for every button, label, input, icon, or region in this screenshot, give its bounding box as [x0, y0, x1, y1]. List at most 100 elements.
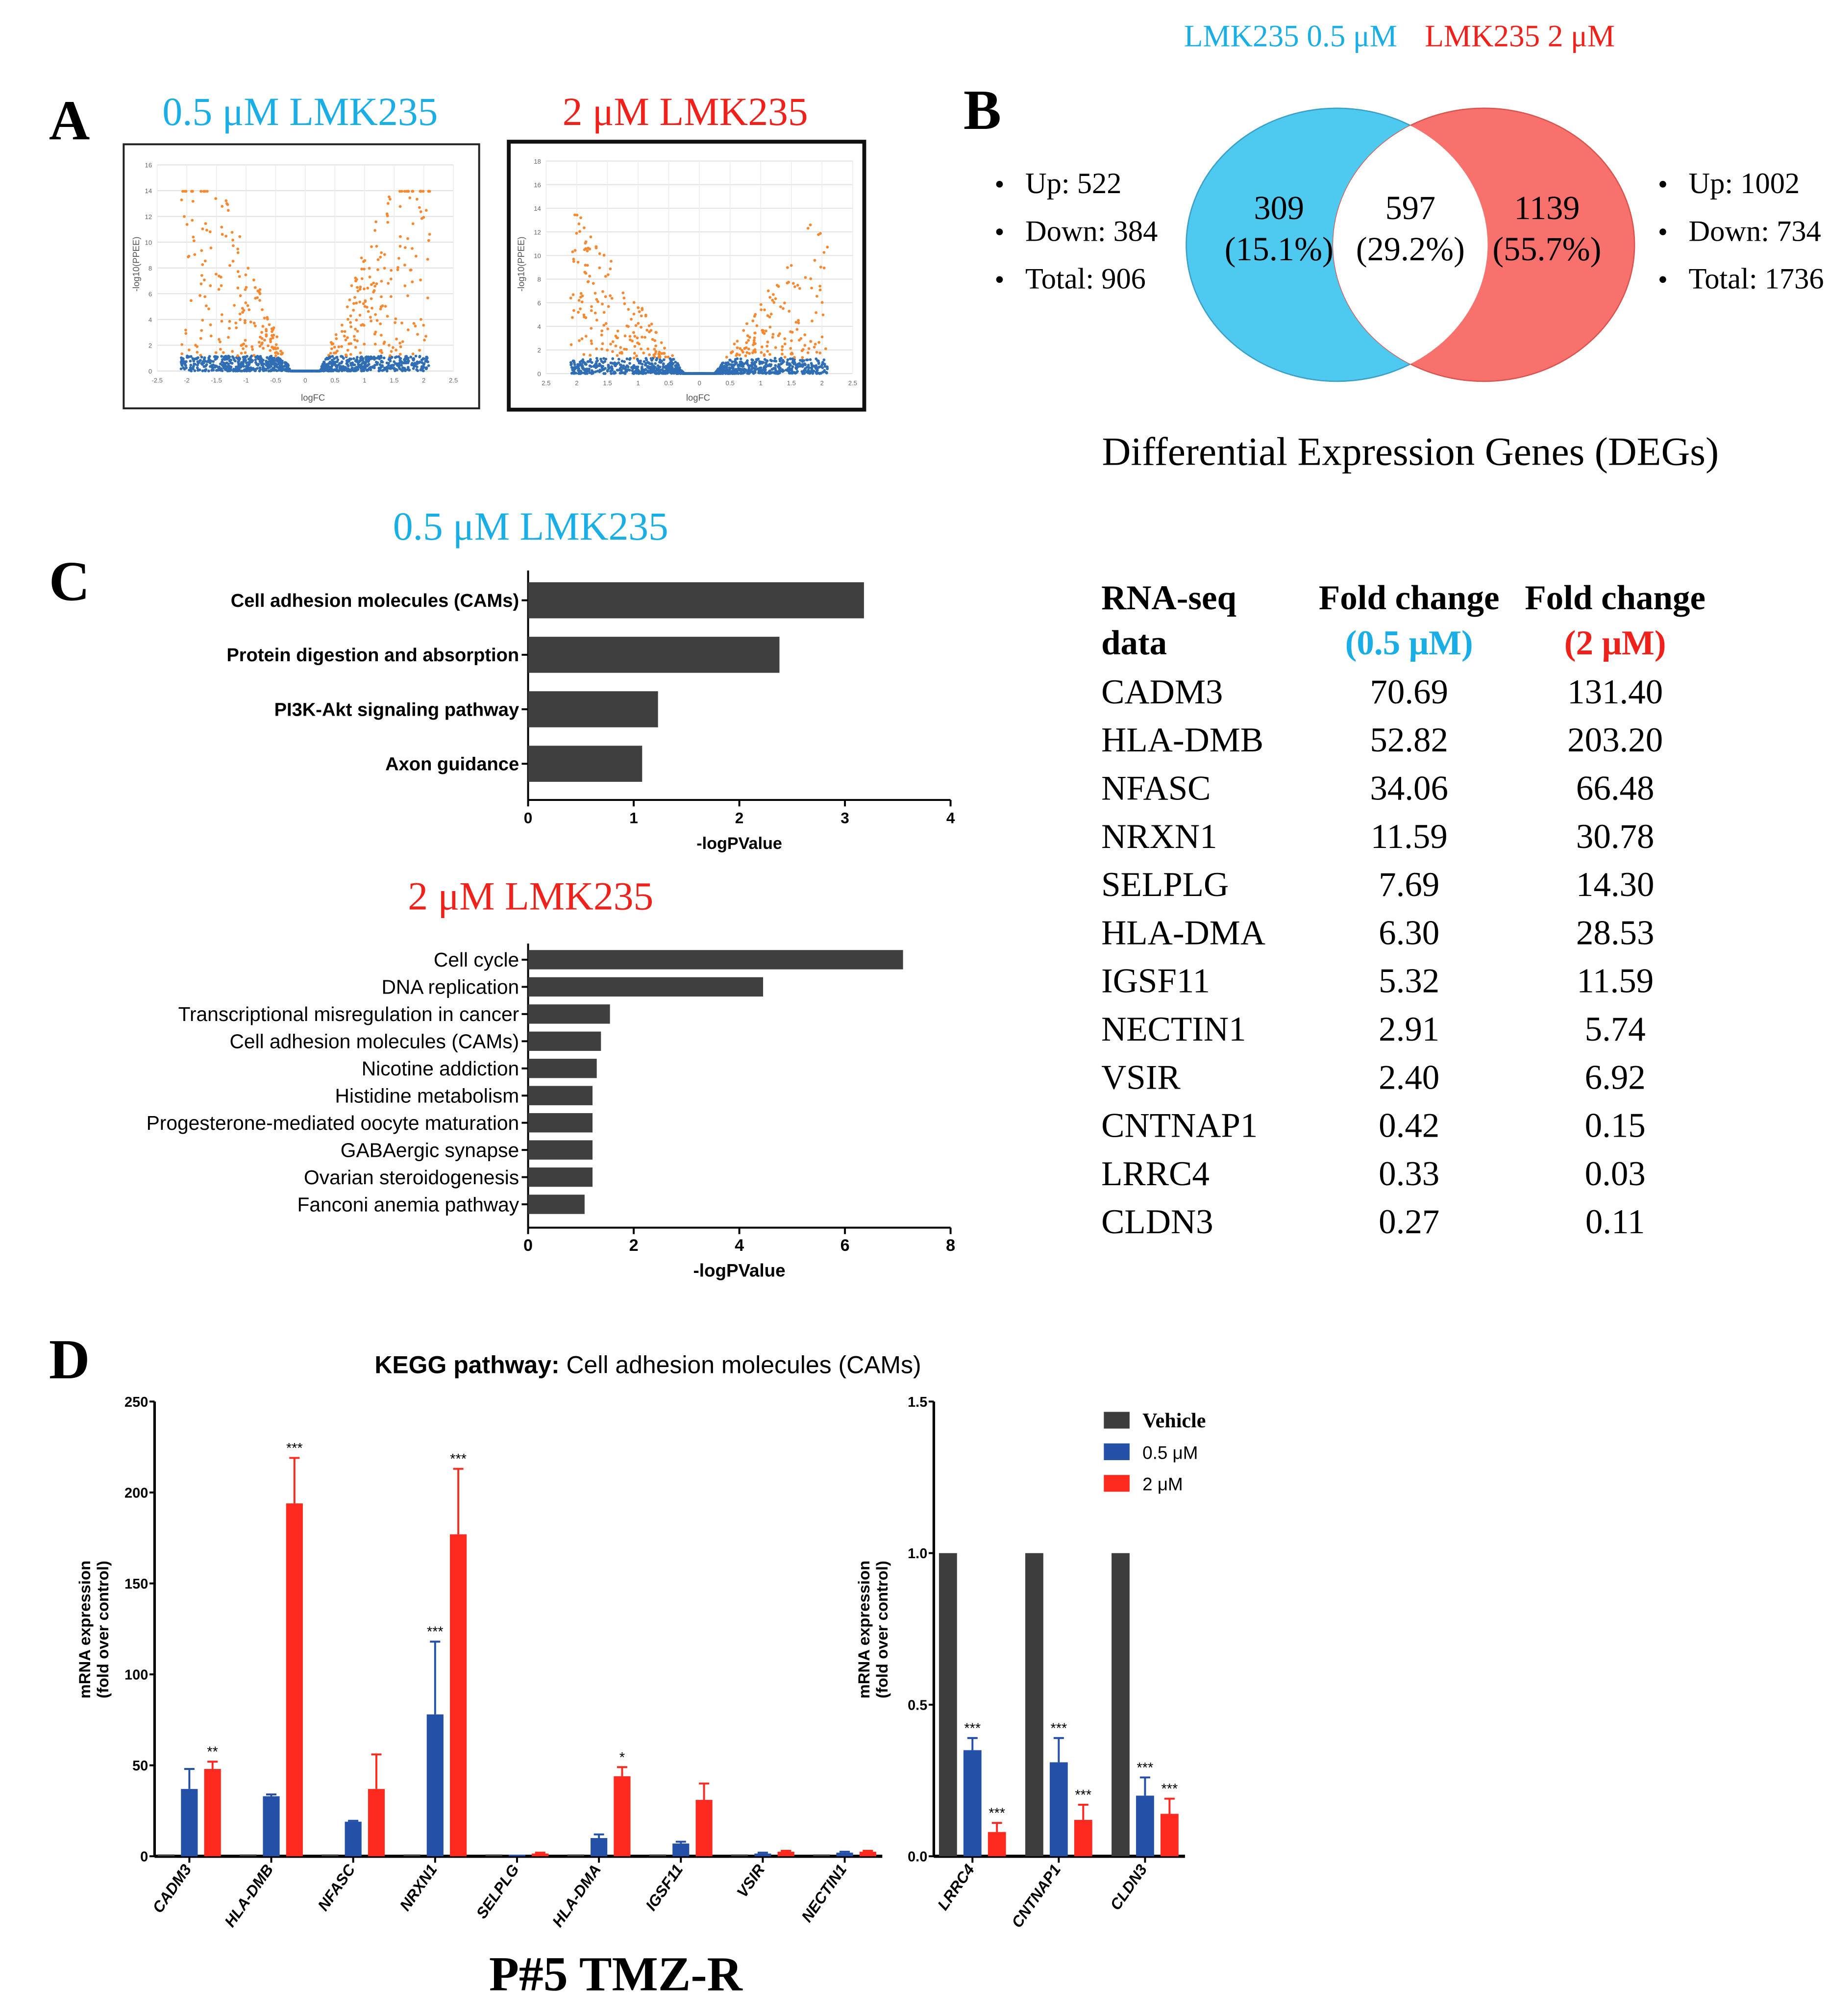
data-point [229, 361, 233, 365]
data-point [257, 341, 261, 344]
fold-change-value: 0.42 [1379, 1107, 1439, 1145]
data-point [227, 336, 230, 339]
data-point [246, 355, 248, 358]
stat-item: Total: 1736 [1688, 263, 1824, 296]
data-point [781, 345, 784, 348]
data-point [783, 337, 787, 340]
data-point [190, 190, 193, 193]
data-point [739, 347, 741, 350]
data-point [220, 368, 223, 372]
data-point [382, 342, 386, 345]
data-point [569, 343, 573, 347]
data-point [180, 352, 184, 355]
data-point [635, 354, 638, 358]
data-point [818, 284, 822, 288]
bar [508, 1855, 526, 1857]
data-point [258, 292, 262, 296]
data-point [767, 370, 771, 373]
data-point [644, 362, 647, 365]
data-point [643, 336, 646, 339]
kegg-chart-2-title: 2 μM LMK235 [408, 873, 653, 918]
x-tick-label: 1.5 [603, 379, 612, 387]
data-point [242, 365, 246, 368]
y-tick-label: 4 [148, 316, 152, 324]
data-point [183, 215, 186, 218]
data-point [586, 280, 590, 283]
data-point [184, 332, 188, 335]
bar [988, 1832, 1006, 1857]
stat-item: Down: 384 [1025, 215, 1158, 248]
data-point [742, 362, 746, 366]
kegg-title-rest: Cell adhesion molecules (CAMs) [560, 1351, 921, 1379]
data-point [400, 190, 403, 193]
data-point [737, 367, 740, 370]
data-point [387, 362, 390, 365]
data-point [775, 284, 779, 287]
data-point [203, 369, 207, 373]
data-point [623, 302, 626, 305]
data-point [575, 232, 578, 235]
data-point [638, 310, 641, 313]
fold-change-value: 131.40 [1567, 673, 1663, 711]
gene-name: IGSF11 [1101, 962, 1210, 1000]
data-point [753, 331, 757, 335]
data-point [751, 358, 754, 362]
data-point [396, 266, 399, 269]
data-point [733, 342, 736, 346]
data-point [252, 354, 256, 357]
data-point [810, 366, 814, 369]
data-point [786, 361, 789, 364]
data-point [363, 305, 367, 308]
data-point [231, 355, 234, 358]
data-point [387, 344, 391, 347]
data-point [808, 366, 811, 370]
data-point [620, 359, 624, 363]
data-point [813, 259, 816, 262]
data-point [209, 246, 213, 249]
bar [204, 1768, 221, 1857]
data-point [311, 370, 315, 373]
data-point [765, 371, 768, 374]
data-point [762, 361, 765, 364]
fold-change-value: 30.78 [1576, 818, 1655, 856]
data-point [747, 368, 750, 371]
data-point [787, 367, 790, 370]
data-point [220, 284, 223, 287]
x-tick-label: 0 [303, 377, 307, 384]
data-point [730, 350, 733, 354]
data-point [406, 294, 409, 298]
data-point [316, 370, 320, 373]
data-point [383, 267, 386, 270]
data-point [606, 370, 609, 373]
data-point [373, 285, 376, 288]
x-axis-label: -logPValue [696, 834, 782, 853]
data-point [595, 319, 598, 322]
data-point [329, 341, 333, 344]
data-point [760, 351, 763, 354]
data-point [370, 297, 373, 300]
data-point [768, 296, 771, 299]
data-point [353, 338, 356, 342]
data-point [804, 368, 807, 372]
data-point [628, 338, 632, 342]
data-point [203, 365, 207, 368]
data-point [631, 339, 634, 343]
kegg-title-bold: KEGG pathway: [374, 1351, 559, 1379]
data-point [601, 290, 604, 293]
data-point [274, 359, 277, 362]
stat-item: Up: 1002 [1688, 167, 1800, 200]
data-point [406, 237, 409, 240]
data-point [224, 234, 228, 238]
data-point [411, 222, 415, 225]
data-point [401, 369, 404, 373]
data-point [244, 301, 247, 304]
data-point [424, 367, 428, 371]
data-point [736, 340, 739, 343]
data-point [272, 356, 276, 360]
bullet-icon [996, 180, 1003, 188]
bullet-icon [1659, 180, 1666, 188]
data-point [741, 368, 744, 371]
data-point [806, 358, 809, 362]
data-point [816, 366, 820, 370]
data-point [360, 367, 364, 370]
